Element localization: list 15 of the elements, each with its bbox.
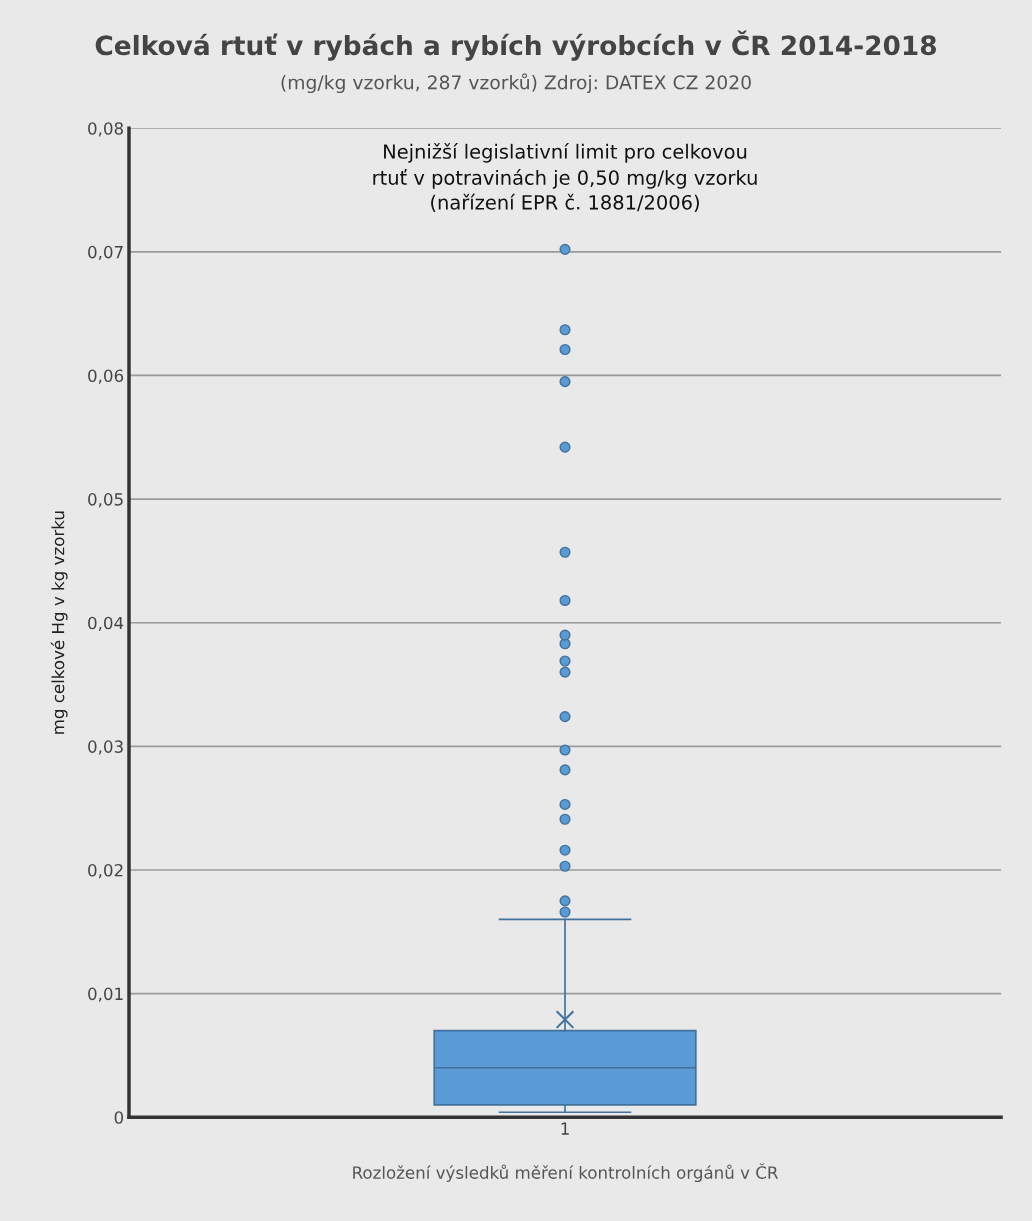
y-tick-label: 0,04 [88, 616, 124, 631]
chart-subtitle: (mg/kg vzorku, 287 vzorků) Zdroj: DATEX CZ 2020 [281, 73, 751, 94]
y-tick-label: 0 [114, 1111, 124, 1124]
y-tick-label: 0,07 [88, 245, 123, 261]
y-tick-label: 0,08 [88, 122, 123, 137]
y-axis-title: mg celkové Hg v kg vzorku [50, 511, 68, 734]
annotation: Nejnižší legislativní limit pro celkovou rtuť v potravinách je 0,50 mg/kg vzorku (nařízení EPR č. 1881/2006) [373, 143, 757, 212]
y-tick-label: 0,01 [88, 987, 123, 1002]
y-tick-label: 0,05 [88, 493, 123, 508]
y-tick-label: 0,06 [88, 369, 124, 384]
y-tick-label: 0,03 [88, 740, 123, 755]
x-axis-title: Rozložení výsledků měření kontrolních orgánů v ČR [353, 1163, 778, 1183]
x-tick-label: 1 [561, 1122, 569, 1135]
chart-title: Celková rtuť v rybách a rybích výrobcích v ČR 2014-2018 [95, 30, 936, 61]
y-tick-label: 0,02 [88, 863, 123, 879]
